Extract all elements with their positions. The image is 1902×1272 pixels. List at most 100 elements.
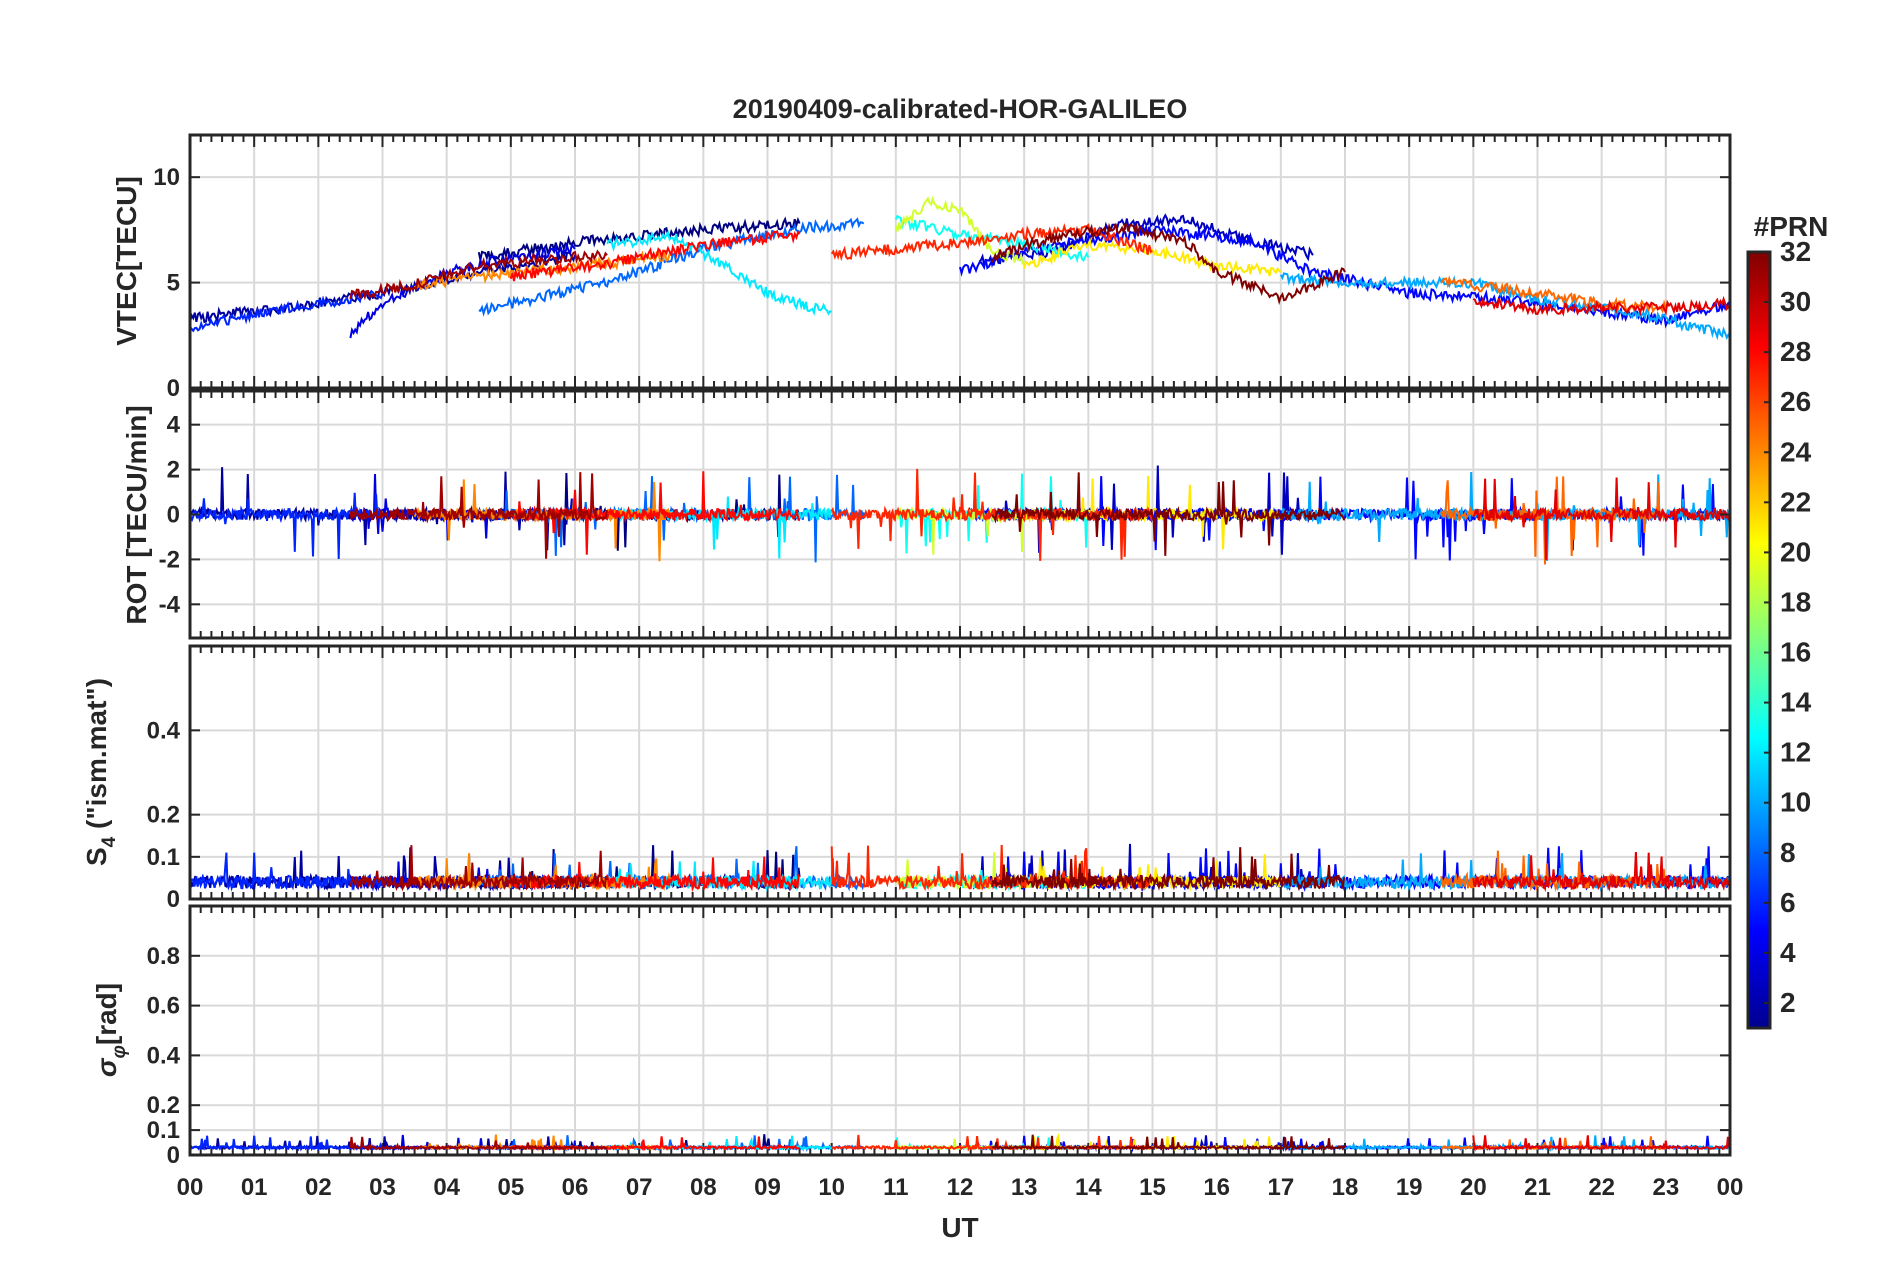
rot-yticks: -4 -2 0 2 4 <box>159 412 1730 618</box>
x-tick-label: 15 <box>1139 1174 1166 1201</box>
vtec-axes-box <box>188 133 1732 390</box>
vtec-line-prn-19 <box>894 195 1025 266</box>
rot-ytick-label: 2 <box>167 457 180 484</box>
sigphi-ytick-label: 0 <box>167 1142 180 1169</box>
colorbar-tick-label: 10 <box>1780 787 1811 818</box>
sigphi-line-prn-29 <box>1472 1135 1731 1153</box>
sigphi-ytick-label: 0.2 <box>147 1092 180 1119</box>
colorbar-tick-label: 28 <box>1780 336 1811 367</box>
vtec-ylabel: VTEC[TECU] <box>111 176 142 346</box>
colorbar-tick-label: 20 <box>1780 536 1811 567</box>
vtec-line-prn-4 <box>349 241 576 339</box>
s4-line-prn-31 <box>349 845 609 892</box>
x-tick-label: 21 <box>1524 1174 1551 1201</box>
colorbar-tick-label: 4 <box>1780 937 1796 968</box>
colorbar-tick-label: 6 <box>1780 887 1796 918</box>
s4-line-prn-32 <box>991 847 1346 892</box>
sigphi-ytick-label: 0.8 <box>147 943 180 970</box>
x-tick-label: 09 <box>754 1174 781 1201</box>
sigphi-axes-box <box>188 904 1732 1157</box>
rot-line-prn-12 <box>606 496 833 559</box>
chart-title: 20190409-calibrated-HOR-GALILEO <box>733 94 1188 124</box>
x-tick-label: 18 <box>1332 1174 1359 1201</box>
x-tick-label: 05 <box>497 1174 524 1201</box>
sigphi-ytick-label: 0.6 <box>147 993 180 1020</box>
s4-axes-box <box>188 644 1732 901</box>
colorbar-tick-label: 8 <box>1780 837 1796 868</box>
vtec-line-prn-32 <box>991 222 1346 306</box>
vtec-line-prn-3 <box>978 213 1314 269</box>
sigphi-ytick-label: 0.1 <box>147 1117 180 1144</box>
colorbar-tick-label: 18 <box>1780 586 1811 617</box>
rot-line-prn-25 <box>1440 476 1667 565</box>
sigphi-series <box>189 1132 1731 1153</box>
rot-line-prn-31 <box>349 472 609 559</box>
rot-line-prn-6 <box>189 492 384 560</box>
vtec-series <box>189 195 1731 341</box>
x-tick-label: 10 <box>818 1174 845 1201</box>
x-tick-label: 01 <box>241 1174 268 1201</box>
x-tick-label: 13 <box>1011 1174 1038 1201</box>
vtec-line-prn-28 <box>509 229 801 282</box>
colorbar-tick-label: 24 <box>1780 436 1812 467</box>
vtec-line-prn-6 <box>189 289 384 333</box>
sigphi-ytick-label: 0.4 <box>147 1042 181 1069</box>
colorbar-tick-label: 2 <box>1780 987 1796 1018</box>
x-tick-label: 08 <box>690 1174 717 1201</box>
s4-series <box>189 843 1731 893</box>
colorbar-tick-label: 32 <box>1780 236 1811 267</box>
x-tick-label: 16 <box>1203 1174 1230 1201</box>
colorbar-tick-label: 16 <box>1780 637 1811 668</box>
rot-line-prn-29 <box>1472 477 1731 561</box>
x-tick-label: 22 <box>1588 1174 1615 1201</box>
vtec-ytick-label: 5 <box>167 270 180 297</box>
x-tick-label: 20 <box>1460 1174 1487 1201</box>
rot-ytick-label: 4 <box>167 412 181 439</box>
x-tick-label: 23 <box>1652 1174 1679 1201</box>
colorbar-tick-label: 22 <box>1780 486 1811 517</box>
sigphi-ylabel: σφ[rad] <box>91 983 130 1077</box>
sigphi-line-prn-27 <box>831 1134 1153 1152</box>
vtec-line-prn-27 <box>830 223 1153 262</box>
s4-ytick-label: 0.1 <box>147 844 180 871</box>
s4-ytick-label: 0 <box>167 886 180 913</box>
vtec-line-prn-31 <box>349 249 608 301</box>
s4-yticks: 0 0.1 0.2 0.4 <box>147 717 1730 913</box>
rot-ylabel: ROT [TECU/min] <box>121 405 152 624</box>
rot-panel: -4 -2 0 2 4 ROT [TECU/min] <box>121 389 1732 640</box>
sigphi-panel: 00.10.2 0.4 0.6 0.8 σφ[rad] <box>91 904 1732 1169</box>
x-tick-label: 06 <box>562 1174 589 1201</box>
s4-ylabel: S4 ("ism.mat") <box>81 678 120 866</box>
colorbar-label: #PRN <box>1754 211 1829 242</box>
rot-ytick-label: -4 <box>159 591 181 618</box>
vtec-line-prn-12 <box>606 229 833 317</box>
sigphi-line-prn-31 <box>349 1136 608 1152</box>
x-tick-label: 11 <box>883 1174 908 1201</box>
rot-line-prn-32 <box>991 472 1346 556</box>
s4-panel: 0 0.1 0.2 0.4 S4 ("ism.mat") <box>81 644 1732 913</box>
s4-ytick-label: 0.2 <box>147 802 180 829</box>
vtec-line-prn-29 <box>1472 295 1731 317</box>
vtec-ytick-label: 0 <box>167 375 180 402</box>
x-tick-label: 12 <box>947 1174 974 1201</box>
x-tick-label: 04 <box>433 1174 460 1201</box>
sigphi-grid <box>189 906 1731 1156</box>
sigphi-line-prn-32 <box>991 1134 1346 1152</box>
rot-ytick-label: -2 <box>159 546 180 573</box>
colorbar-tick-label: 26 <box>1780 386 1811 417</box>
rot-axes-box <box>188 389 1732 640</box>
rot-series <box>189 465 1731 565</box>
vtec-panel: 0 5 10 VTEC[TECU] <box>111 133 1732 402</box>
vtec-line-prn-8 <box>478 217 865 317</box>
colorbar-tick-label: 30 <box>1780 286 1811 317</box>
vtec-grid <box>189 135 1731 389</box>
s4-ytick-label: 0.4 <box>147 717 181 744</box>
x-tick-labels: 00 01 02 03 04 05 06 07 08 09 10 11 12 13 14 15 16 17 18 19… <box>177 1174 1744 1201</box>
x-tick-label: 14 <box>1075 1174 1102 1201</box>
x-tick-label: 03 <box>369 1174 396 1201</box>
x-axis-label: UT <box>941 1212 978 1243</box>
x-tick-label: 07 <box>626 1174 653 1201</box>
